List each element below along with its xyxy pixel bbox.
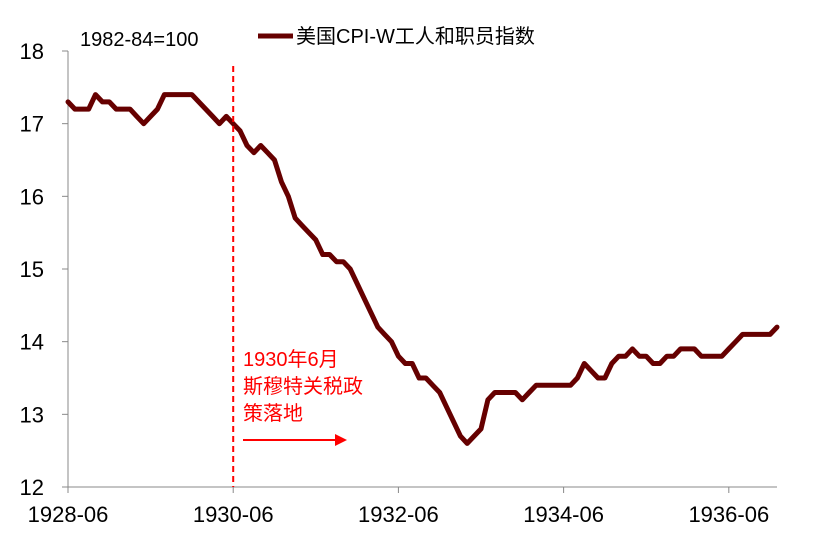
x-tick-label: 1936-06 <box>688 502 769 527</box>
x-tick-label: 1928-06 <box>28 502 109 527</box>
y-tick-label: 14 <box>20 330 44 355</box>
x-tick-label: 1932-06 <box>358 502 439 527</box>
y-tick-label: 17 <box>20 112 44 137</box>
unit-label: 1982-84=100 <box>80 29 198 51</box>
annotation-line-3: 策落地 <box>243 402 303 425</box>
y-tick-label: 15 <box>20 257 44 282</box>
y-tick-label: 18 <box>20 39 44 64</box>
annotation-arrow-head <box>335 434 347 446</box>
y-tick-label: 12 <box>20 475 44 500</box>
x-tick-label: 1930-06 <box>193 502 274 527</box>
x-tick-label: 1934-06 <box>523 502 604 527</box>
legend-label: 美国CPI-W工人和职员指数 <box>296 25 535 48</box>
y-tick-label: 13 <box>20 402 44 427</box>
x-ticks: 1928-06 1930-06 1932-06 1934-06 1936-06 <box>28 487 769 527</box>
legend: 美国CPI-W工人和职员指数 <box>258 25 535 48</box>
annotation-line-1: 1930年6月 <box>243 348 339 371</box>
annotation-line-2: 斯穆特关税政 <box>243 375 363 398</box>
y-ticks: 12 13 14 15 16 17 18 <box>20 39 68 500</box>
tariff-annotation: 1930年6月 斯穆特关税政 策落地 <box>243 348 363 446</box>
y-tick-label: 16 <box>20 184 44 209</box>
cpi-w-series-line <box>65 92 780 446</box>
